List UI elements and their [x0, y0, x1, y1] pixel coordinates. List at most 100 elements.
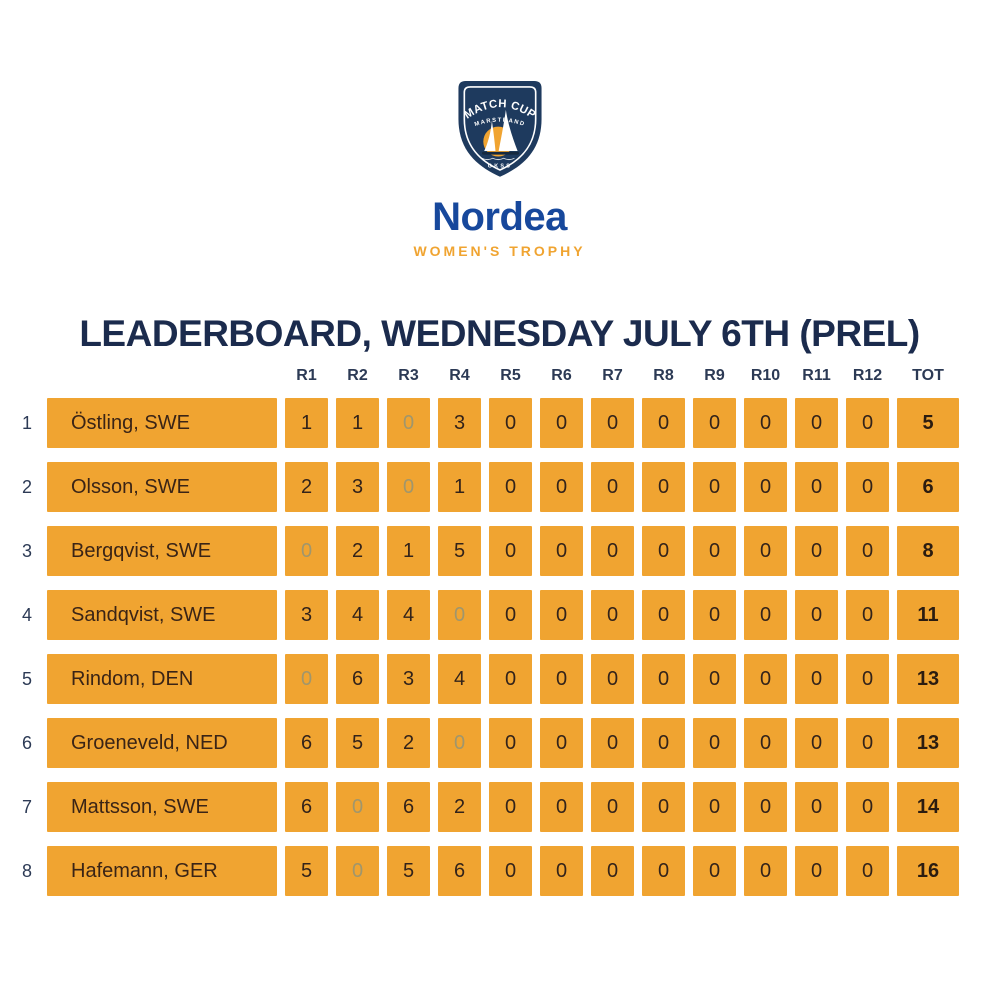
shield-sub-text: MARSTRAND — [473, 118, 524, 128]
skipper-name: Groeneveld, NED — [47, 718, 277, 768]
score-cell: 1 — [387, 526, 430, 576]
score-cell: 0 — [795, 590, 838, 640]
score-cell: 0 — [642, 590, 685, 640]
skipper-name: Östling, SWE — [47, 398, 277, 448]
shield-bottom-text: GKSS — [487, 164, 511, 170]
skipper-name: Bergqvist, SWE — [47, 526, 277, 576]
total-cell: 13 — [897, 718, 959, 768]
column-header-row: R1 R2 R3 R4 R5 R6 R7 R8 R9 R10 R11 R12 TOT — [15, 367, 999, 385]
score-cell: 4 — [336, 590, 379, 640]
total-cell: 8 — [897, 526, 959, 576]
rank-label: 4 — [21, 604, 32, 625]
skipper-name: Sandqvist, SWE — [47, 590, 277, 640]
score-cell: 1 — [285, 398, 328, 448]
score-cell: 0 — [642, 718, 685, 768]
total-cell: 16 — [897, 846, 959, 896]
score-cell: 0 — [795, 462, 838, 512]
score-cell: 0 — [591, 654, 634, 704]
score-cell: 0 — [846, 654, 889, 704]
score-cell: 4 — [387, 590, 430, 640]
score-cell: 0 — [336, 782, 379, 832]
nordea-wordmark: Nordea — [432, 195, 567, 239]
score-cell: 0 — [489, 718, 532, 768]
total-cell: 14 — [897, 782, 959, 832]
score-cell: 0 — [591, 526, 634, 576]
rank-label: 7 — [21, 796, 32, 817]
logo-block: MATCH CUP MARSTRAND GKSS Nordea WOMEN'S … — [0, 72, 999, 259]
score-cell: 0 — [387, 462, 430, 512]
score-cell: 0 — [693, 718, 736, 768]
score-cell: 0 — [744, 590, 787, 640]
score-cell: 0 — [591, 718, 634, 768]
page-title: LEADERBOARD, WEDNESDAY JULY 6TH (PREL) — [79, 313, 920, 354]
skipper-name: Rindom, DEN — [47, 654, 277, 704]
score-cell: 6 — [285, 782, 328, 832]
score-cell: 3 — [336, 462, 379, 512]
skipper-name: Olsson, SWE — [47, 462, 277, 512]
score-cell: 5 — [336, 718, 379, 768]
column-header: R5 — [500, 367, 521, 384]
column-header: R7 — [602, 367, 623, 384]
score-cell: 0 — [387, 398, 430, 448]
rank-label: 1 — [21, 412, 32, 433]
score-cell: 0 — [744, 846, 787, 896]
score-cell: 0 — [693, 654, 736, 704]
score-cell: 0 — [642, 398, 685, 448]
score-cell: 0 — [693, 526, 736, 576]
table-row: 7 Mattsson, SWE 6 0 6 2 0 0 0 0 0 0 0 0 14 — [15, 782, 999, 832]
total-cell: 11 — [897, 590, 959, 640]
score-cell: 0 — [744, 782, 787, 832]
score-cell: 0 — [336, 846, 379, 896]
score-cell: 0 — [642, 526, 685, 576]
score-cell: 0 — [540, 654, 583, 704]
score-cell: 0 — [540, 398, 583, 448]
score-cell: 0 — [642, 782, 685, 832]
score-cell: 0 — [591, 846, 634, 896]
score-cell: 0 — [591, 398, 634, 448]
score-cell: 0 — [489, 846, 532, 896]
column-header: R3 — [398, 367, 419, 384]
score-cell: 0 — [540, 526, 583, 576]
score-cell: 0 — [744, 718, 787, 768]
score-cell: 2 — [387, 718, 430, 768]
rank-label: 2 — [21, 476, 32, 497]
score-cell: 0 — [489, 526, 532, 576]
score-cell: 0 — [846, 718, 889, 768]
score-cell: 0 — [540, 846, 583, 896]
total-cell: 6 — [897, 462, 959, 512]
table-row: 1 Östling, SWE 1 1 0 3 0 0 0 0 0 0 0 0 5 — [15, 398, 999, 448]
score-cell: 0 — [540, 590, 583, 640]
score-cell: 0 — [846, 526, 889, 576]
score-cell: 0 — [438, 590, 481, 640]
score-cell: 3 — [387, 654, 430, 704]
score-cell: 0 — [795, 718, 838, 768]
leaderboard-rows: 1 Östling, SWE 1 1 0 3 0 0 0 0 0 0 0 0 5 2 Olsson, SWE 2 3… — [15, 398, 999, 896]
score-cell: 3 — [285, 590, 328, 640]
score-cell: 0 — [846, 590, 889, 640]
table-row: 4 Sandqvist, SWE 3 4 4 0 0 0 0 0 0 0 0 0 11 — [15, 590, 999, 640]
score-cell: 0 — [795, 398, 838, 448]
column-header: R1 — [296, 367, 317, 384]
sail-left-icon — [483, 120, 495, 152]
score-cell: 0 — [795, 526, 838, 576]
score-cell: 0 — [489, 782, 532, 832]
column-header: R9 — [704, 367, 725, 384]
score-cell: 0 — [489, 590, 532, 640]
table-row: 5 Rindom, DEN 0 6 3 4 0 0 0 0 0 0 0 0 13 — [15, 654, 999, 704]
score-cell: 0 — [642, 846, 685, 896]
svg-text:MARSTRAND: MARSTRAND — [473, 118, 525, 128]
score-cell: 2 — [336, 526, 379, 576]
score-cell: 6 — [336, 654, 379, 704]
score-cell: 0 — [540, 462, 583, 512]
score-cell: 6 — [285, 718, 328, 768]
rank-label: 3 — [21, 540, 32, 561]
score-cell: 0 — [591, 462, 634, 512]
column-header: R12 — [852, 367, 883, 384]
score-cell: 0 — [744, 654, 787, 704]
womens-trophy-tagline: WOMEN'S TROPHY — [413, 243, 586, 259]
score-cell: 0 — [846, 846, 889, 896]
waves-icon — [481, 157, 515, 161]
score-cell: 4 — [438, 654, 481, 704]
leaderboard-table: R1 R2 R3 R4 R5 R6 R7 R8 R9 R10 R11 R12 TOT 1 Östling,… — [15, 367, 999, 896]
